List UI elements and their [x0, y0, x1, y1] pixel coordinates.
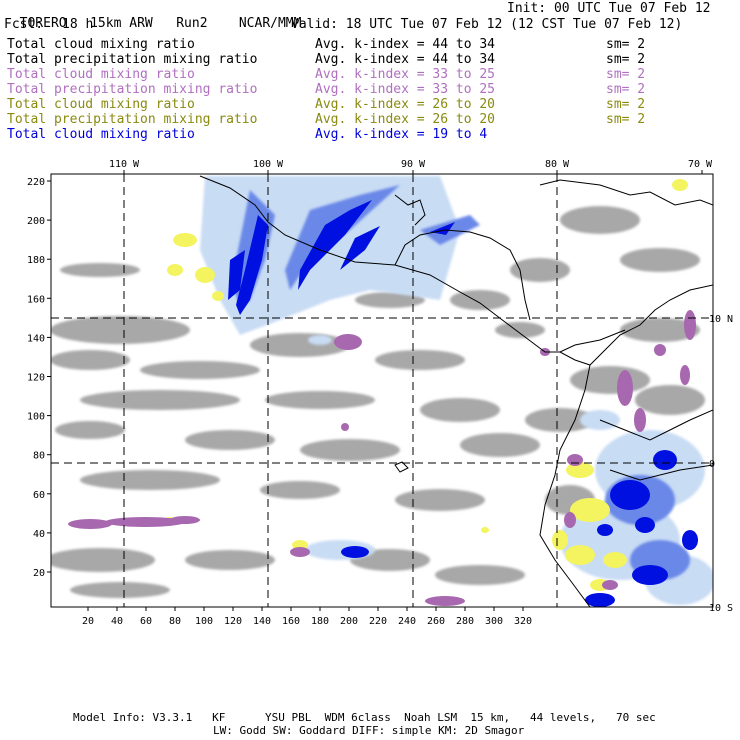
lon-label: 110 W — [109, 159, 140, 170]
longitude-labels: 110 W 100 W 90 W 80 W 70 W — [109, 159, 713, 170]
x-tick-label: 140 — [253, 616, 271, 627]
legend-smoothing: sm= 2 — [606, 37, 646, 52]
legend-smoothing: sm= 2 — [606, 97, 646, 112]
y-tick-label: 160 — [27, 294, 45, 305]
legend-smoothing: sm= 2 — [606, 67, 646, 82]
model-resolution: 15km ARW — [90, 16, 153, 31]
x-tick-label: 260 — [427, 616, 445, 627]
physics-info-line: LW: Godd SW: Goddard DIFF: simple KM: 2D… — [213, 724, 525, 737]
legend-field-name: Total cloud mixing ratio — [7, 97, 195, 112]
lon-label: 90 W — [401, 159, 426, 170]
y-tick-label: 120 — [27, 373, 45, 384]
light-blue-layer — [200, 176, 713, 605]
y-tick-label: 60 — [33, 490, 45, 501]
legend-row: Total cloud mixing ratio Avg. k-index = 2… — [7, 97, 727, 112]
x-tick-label: 300 — [485, 616, 503, 627]
x-tick-label: 240 — [398, 616, 416, 627]
lat-label: 0 — [709, 459, 715, 470]
init-time: Init: 00 UTC Tue 07 Feb 12 — [507, 1, 711, 16]
header-title-line: TORERO 15km ARW Run2 NCAR/MMM — [4, 1, 302, 31]
coastlines — [199, 175, 713, 607]
organization: NCAR/MMM — [238, 16, 302, 31]
legend-row: Total cloud mixing ratio Avg. k-index = 4… — [7, 37, 727, 52]
x-tick-label: 20 — [82, 616, 94, 627]
lat-lon-grid — [51, 174, 713, 607]
legend-field-name: Total cloud mixing ratio — [7, 67, 195, 82]
purple-layer — [68, 310, 696, 606]
cloud-field — [51, 175, 713, 607]
forecast-hour: 18 h — [62, 17, 94, 32]
legend-k-index: Avg. k-index = 44 to 34 — [315, 52, 496, 67]
legend-k-index: Avg. k-index = 19 to 4 — [315, 127, 488, 142]
x-tick-label: 100 — [195, 616, 213, 627]
y-tick-label: 140 — [27, 333, 45, 344]
legend-k-index: Avg. k-index = 44 to 34 — [315, 37, 496, 52]
x-tick-label: 160 — [282, 616, 300, 627]
legend-row: Total cloud mixing ratio Avg. k-index = 3… — [7, 67, 727, 82]
x-tick-label: 280 — [456, 616, 474, 627]
y-tick-label: 20 — [33, 568, 45, 579]
map-frame — [50, 173, 714, 608]
lon-label: 100 W — [253, 159, 284, 170]
x-tick-label: 80 — [169, 616, 181, 627]
legend-row: Total cloud mixing ratio Avg. k-index = 1… — [7, 127, 727, 142]
y-tick-label: 80 — [33, 451, 45, 462]
x-tick-label: 60 — [140, 616, 152, 627]
legend-k-index: Avg. k-index = 33 to 25 — [315, 67, 496, 82]
legend-k-index: Avg. k-index = 33 to 25 — [315, 82, 496, 97]
model-info-line: Model Info: V3.3.1 KF YSU PBL WDM 6class… — [73, 711, 656, 724]
run-name: Run2 — [176, 16, 208, 31]
x-axis-ticks: 20 40 60 80 100 120 140 160 180 200 220 240 260 280 30… — [82, 607, 532, 627]
lon-label: 70 W — [688, 159, 713, 170]
legend-field-name: Total cloud mixing ratio — [7, 127, 195, 142]
legend-field-name: Total precipitation mixing ratio — [7, 52, 258, 67]
legend-k-index: Avg. k-index = 26 to 20 — [315, 112, 496, 127]
y-tick-label: 100 — [27, 412, 45, 423]
legend-row: Total precipitation mixing ratio Avg. k-i… — [7, 52, 727, 67]
valid-time: Valid: 18 UTC Tue 07 Feb 12 (12 CST Tue … — [291, 17, 683, 32]
top-ticks — [123, 170, 703, 174]
forecast-label: Fcst: — [4, 17, 44, 32]
legend-field-name: Total precipitation mixing ratio — [7, 82, 258, 97]
y-tick-label: 200 — [27, 216, 45, 227]
lat-label: 10 S — [709, 603, 733, 614]
legend-smoothing: sm= 2 — [606, 52, 646, 67]
legend-field-name: Total precipitation mixing ratio — [7, 112, 258, 127]
y-tick-label: 220 — [27, 177, 45, 188]
legend-smoothing: sm= 2 — [606, 112, 646, 127]
latitude-labels: 10 N 0 10 S — [709, 314, 733, 614]
x-tick-label: 200 — [340, 616, 358, 627]
y-axis-ticks: 220 200 180 160 140 120 100 80 60 40 20 — [27, 177, 51, 579]
y-tick-label: 40 — [33, 529, 45, 540]
x-tick-label: 120 — [224, 616, 242, 627]
model-name: TORERO — [19, 16, 67, 31]
legend-field-name: Total cloud mixing ratio — [7, 37, 195, 52]
x-tick-label: 180 — [311, 616, 329, 627]
lon-label: 80 W — [545, 159, 570, 170]
y-tick-label: 180 — [27, 255, 45, 266]
legend-row: Total precipitation mixing ratio Avg. k-i… — [7, 82, 727, 97]
x-tick-label: 320 — [514, 616, 532, 627]
legend-k-index: Avg. k-index = 26 to 20 — [315, 97, 496, 112]
x-tick-label: 40 — [111, 616, 123, 627]
lat-label: 10 N — [709, 314, 733, 325]
x-tick-label: 220 — [369, 616, 387, 627]
deep-blue-layer — [228, 200, 698, 607]
legend-row: Total precipitation mixing ratio Avg. k-i… — [7, 112, 727, 127]
legend-smoothing: sm= 2 — [606, 82, 646, 97]
